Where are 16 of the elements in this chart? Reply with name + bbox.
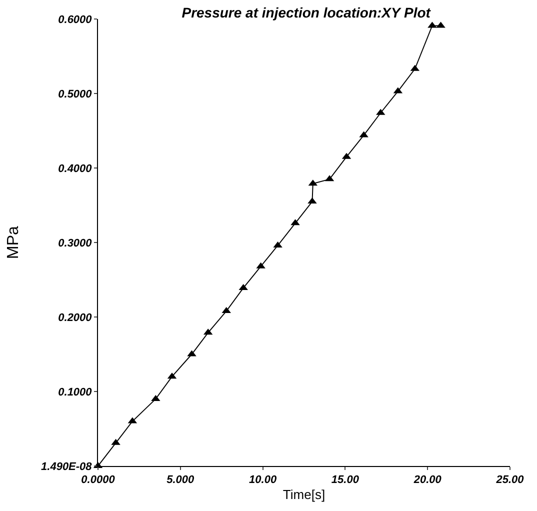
y-tick-label: 0.6000: [58, 14, 93, 26]
x-tick-label: 10.00: [249, 474, 278, 486]
x-tick-label: 15.00: [331, 474, 360, 486]
x-tick-label: 25.00: [495, 474, 525, 486]
y-tick-label: 0.5000: [58, 88, 93, 100]
y-axis-title: MPa: [4, 226, 22, 259]
y-tick-label: 0.3000: [58, 237, 93, 250]
y-tick-label: 0.2000: [58, 312, 93, 324]
y-tick-label: 0.1000: [58, 386, 93, 398]
y-tick-label: 0.4000: [58, 162, 93, 175]
x-tick-label: 0.0000: [81, 474, 116, 486]
y-tick-label: 1.490E-08: [41, 460, 93, 473]
x-axis-title: Time[s]: [282, 486, 326, 502]
x-tick-label: 5.000: [166, 474, 196, 486]
x-tick-label: 20.00: [412, 474, 442, 486]
chart-title: Pressure at injection location:XY Plot: [182, 4, 432, 21]
